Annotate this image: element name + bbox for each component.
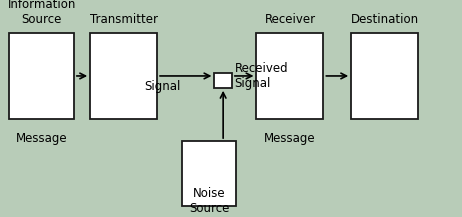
- Text: Noise
Source: Noise Source: [189, 187, 230, 215]
- Bar: [214, 73, 232, 88]
- Bar: [90, 33, 157, 119]
- Bar: [351, 33, 418, 119]
- Text: Signal: Signal: [144, 80, 180, 93]
- Text: Transmitter: Transmitter: [90, 13, 158, 26]
- Text: Destination: Destination: [351, 13, 419, 26]
- Text: Message: Message: [264, 132, 316, 145]
- Text: Information
Source: Information Source: [7, 0, 76, 26]
- Text: Message: Message: [16, 132, 67, 145]
- Bar: [9, 33, 74, 119]
- Text: Received
Signal: Received Signal: [235, 62, 288, 90]
- Bar: [256, 33, 323, 119]
- Bar: [182, 141, 236, 206]
- Text: Receiver: Receiver: [265, 13, 316, 26]
